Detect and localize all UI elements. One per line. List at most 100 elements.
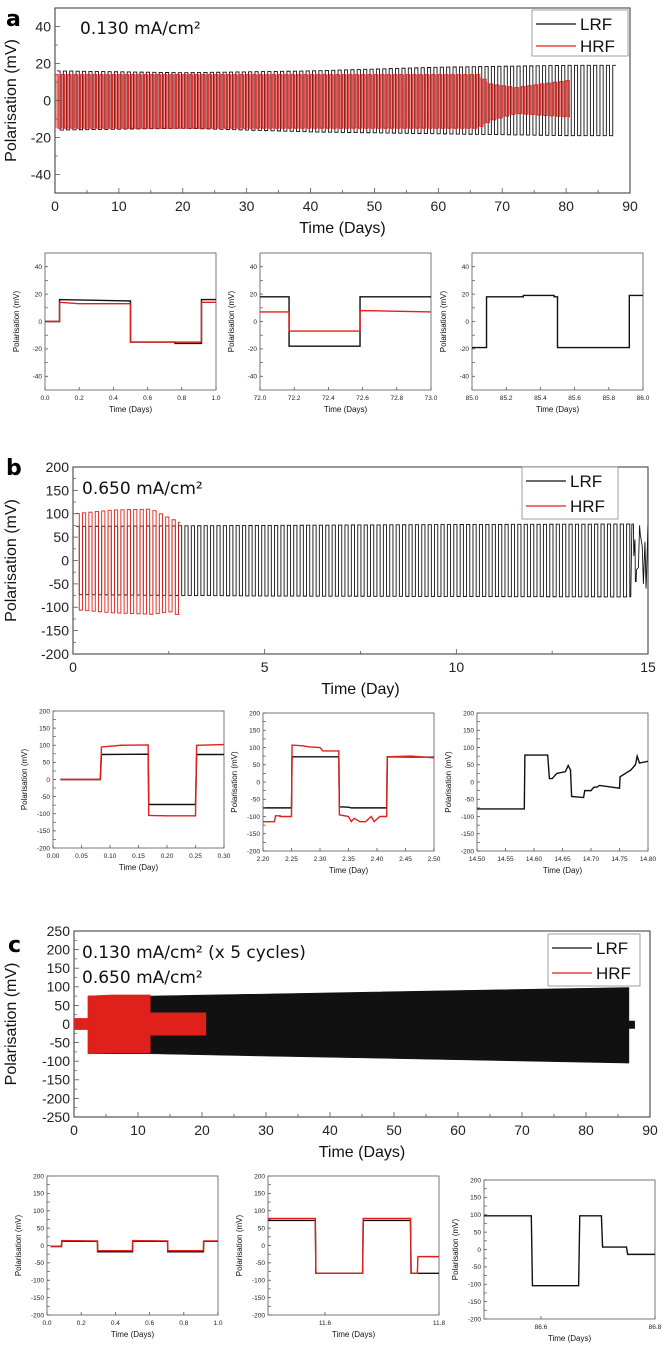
series-line-hrf bbox=[263, 744, 434, 823]
x-tick-label: 30 bbox=[239, 198, 255, 214]
plot-area bbox=[477, 753, 648, 810]
y-tick-label: 0 bbox=[465, 319, 469, 326]
y-axis-title: Polarisation (mV) bbox=[439, 290, 448, 352]
y-tick-label: 0 bbox=[43, 92, 51, 108]
x-tick-label: 0.6 bbox=[143, 395, 152, 402]
y-tick-label: 150 bbox=[463, 728, 474, 735]
y-tick-label: 150 bbox=[47, 960, 71, 976]
legend-box bbox=[547, 933, 641, 987]
x-tick-label: 0.8 bbox=[177, 395, 186, 402]
y-tick-label: 20 bbox=[35, 55, 51, 71]
x-tick-label: 0.8 bbox=[179, 1320, 188, 1327]
series-line-lrf bbox=[472, 294, 643, 349]
y-tick-label: 0 bbox=[477, 1247, 481, 1254]
plot-frame bbox=[262, 712, 435, 852]
x-tick-label: 2.40 bbox=[371, 856, 384, 863]
y-tick-label: 50 bbox=[474, 1229, 482, 1236]
x-tick-label: 0.05 bbox=[75, 853, 88, 860]
plot-area bbox=[472, 294, 643, 349]
y-tick-label: -150 bbox=[247, 831, 260, 838]
x-tick-label: 86.8 bbox=[649, 1324, 662, 1331]
x-tick-label: 2.25 bbox=[285, 856, 298, 863]
y-tick-label: -200 bbox=[37, 845, 50, 852]
x-tick-label: 14.50 bbox=[469, 856, 486, 863]
y-tick-label: -100 bbox=[468, 1282, 481, 1289]
series-band-hrf-2 bbox=[87, 994, 151, 1055]
x-tick-label: 80 bbox=[558, 198, 574, 214]
y-tick-label: -20 bbox=[31, 129, 51, 145]
series-band-lrf-tail bbox=[628, 1020, 635, 1029]
series-line-hrf bbox=[268, 1217, 439, 1274]
legend-box bbox=[521, 466, 619, 520]
y-tick-label: 150 bbox=[254, 1191, 265, 1198]
annotation-current-density: 0.650 mA/cm² bbox=[82, 479, 203, 499]
y-tick-label: -50 bbox=[50, 1035, 70, 1051]
y-tick-label: 20 bbox=[462, 291, 470, 298]
x-tick-label: 1.0 bbox=[211, 395, 220, 402]
x-tick-label: 14.55 bbox=[497, 856, 514, 863]
y-axis-title: Polarisation (mV) bbox=[12, 290, 21, 352]
series-line-hrf bbox=[55, 74, 570, 129]
x-tick-label: 85.2 bbox=[500, 395, 513, 402]
y-tick-label: 0 bbox=[62, 1016, 70, 1032]
x-tick-label: 73.0 bbox=[425, 395, 438, 402]
x-tick-label: 0.20 bbox=[161, 853, 174, 860]
y-tick-label: 100 bbox=[33, 1208, 44, 1215]
y-tick-label: -50 bbox=[35, 1260, 45, 1267]
x-tick-label: 0.2 bbox=[77, 1320, 86, 1327]
y-tick-label: -200 bbox=[31, 1312, 44, 1319]
chart-c-inset-2: 11.6 11.8 -200 -150 -100 -50 0 50 100 150 200 Time … bbox=[235, 1173, 445, 1339]
y-tick-label: -250 bbox=[42, 1109, 70, 1125]
annotation-current-density: 0.130 mA/cm² (x 5 cycles) bbox=[82, 943, 306, 963]
y-tick-label: -200 bbox=[247, 848, 260, 855]
y-tick-label: 0 bbox=[253, 319, 257, 326]
y-tick-label: 150 bbox=[470, 1195, 481, 1202]
series-band-hrf-3 bbox=[149, 1012, 207, 1036]
x-axis-title: Time (Days) bbox=[536, 405, 580, 414]
x-tick-label: 0.10 bbox=[104, 853, 117, 860]
y-tick-label: 40 bbox=[462, 264, 470, 271]
x-tick-label: 90 bbox=[642, 1122, 658, 1138]
y-tick-label: 40 bbox=[35, 264, 43, 271]
y-axis-title: Polarisation (mV) bbox=[227, 290, 236, 352]
x-tick-label: 0 bbox=[70, 1122, 78, 1138]
x-tick-label: 0.15 bbox=[132, 853, 145, 860]
y-tick-label: 200 bbox=[254, 1173, 265, 1180]
y-tick-label: 100 bbox=[470, 1212, 481, 1219]
plot-area bbox=[76, 508, 648, 615]
y-tick-label: 20 bbox=[35, 291, 43, 298]
x-tick-label: 5 bbox=[261, 659, 269, 675]
x-tick-label: 40 bbox=[322, 1122, 338, 1138]
x-axis-title: Time (Day) bbox=[119, 863, 159, 872]
x-tick-label: 50 bbox=[367, 198, 383, 214]
legend-label-hrf: HRF bbox=[570, 497, 605, 516]
annotation-current-density: 0.650 mA/cm² bbox=[82, 968, 203, 988]
plot-area bbox=[263, 744, 434, 823]
x-tick-label: 0.00 bbox=[47, 853, 60, 860]
y-tick-label: -50 bbox=[49, 576, 69, 592]
y-tick-label: 100 bbox=[463, 745, 474, 752]
y-tick-label: -150 bbox=[252, 1295, 265, 1302]
x-tick-label: 80 bbox=[578, 1122, 594, 1138]
y-tick-label: -40 bbox=[33, 374, 43, 381]
y-axis-title: Polarisation (mV) bbox=[14, 1214, 23, 1276]
x-tick-label: 85.8 bbox=[602, 395, 615, 402]
y-tick-label: 0 bbox=[40, 1243, 44, 1250]
y-axis-title: Polarisation (mV) bbox=[3, 39, 20, 162]
y-tick-label: 0 bbox=[46, 777, 50, 784]
x-axis-title: Time (Days) bbox=[111, 1330, 155, 1339]
y-tick-label: -200 bbox=[461, 848, 474, 855]
y-axis-title: Polarisation (mV) bbox=[3, 499, 20, 622]
panel-letter: a bbox=[6, 7, 21, 32]
x-axis-title: Time (Days) bbox=[548, 1334, 592, 1343]
y-tick-label: 0 bbox=[261, 1243, 265, 1250]
y-tick-label: -150 bbox=[31, 1295, 44, 1302]
plot-area bbox=[55, 64, 616, 137]
y-tick-label: -200 bbox=[468, 1316, 481, 1323]
chart-a-inset-3: 85.0 85.2 85.4 85.6 85.8 86.0 -40 -20 0 20 40 Time … bbox=[439, 252, 650, 414]
y-tick-label: 150 bbox=[33, 1191, 44, 1198]
x-tick-label: 2.45 bbox=[399, 856, 412, 863]
y-tick-label: 0 bbox=[38, 319, 42, 326]
y-tick-label: -50 bbox=[256, 1260, 266, 1267]
